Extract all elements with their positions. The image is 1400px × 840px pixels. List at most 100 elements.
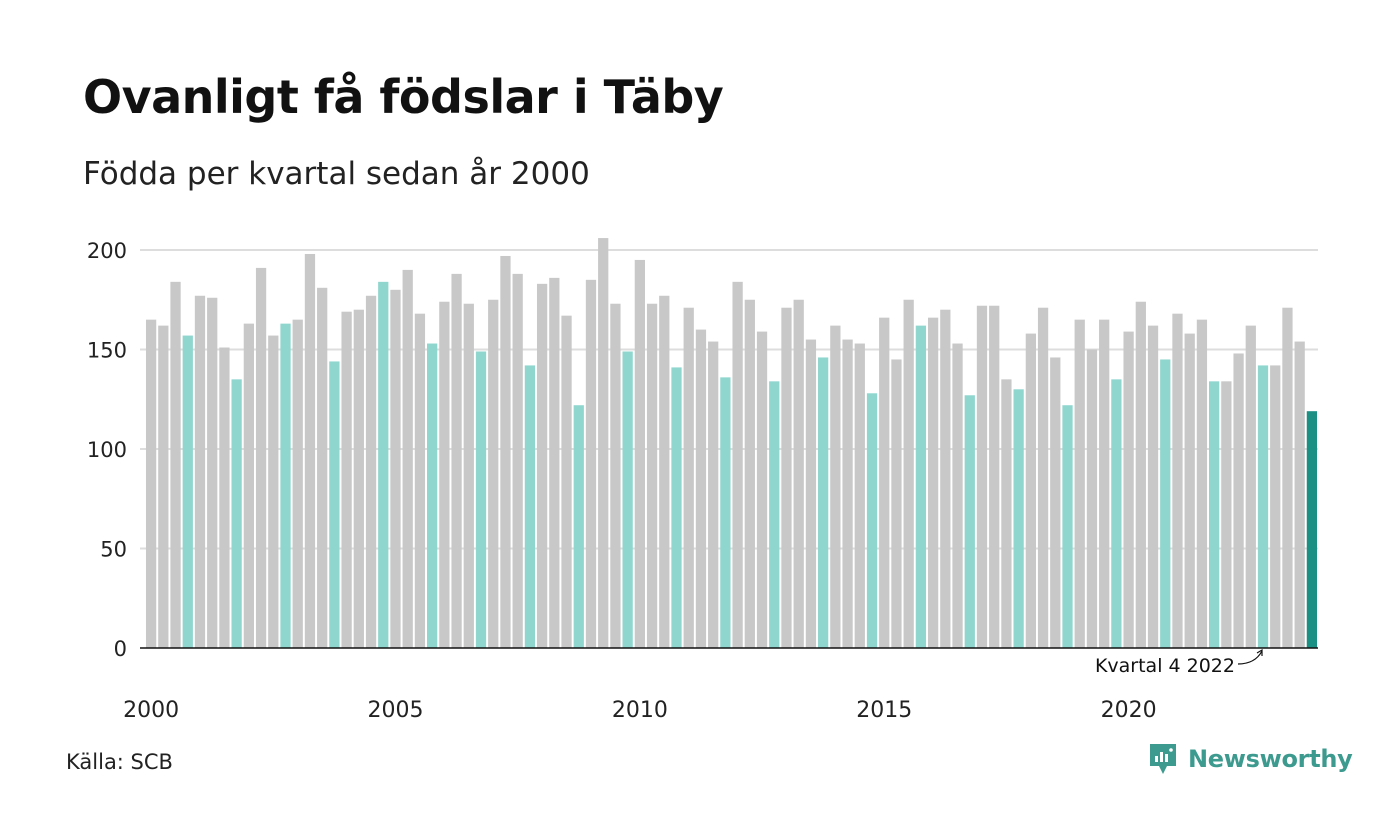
bar[interactable]	[414, 313, 426, 648]
bar[interactable]	[683, 307, 694, 648]
bar[interactable]	[903, 299, 914, 648]
bar[interactable]	[243, 323, 254, 648]
bar[interactable]	[805, 339, 817, 648]
bar[interactable]	[536, 283, 548, 648]
bar[interactable]	[756, 331, 768, 648]
bar[interactable]	[781, 307, 792, 648]
bar[interactable]	[1086, 349, 1098, 649]
bar[interactable]	[708, 341, 719, 648]
bar[interactable]	[219, 347, 230, 648]
bar[interactable]	[744, 299, 755, 648]
bar[interactable]	[145, 319, 157, 648]
bar[interactable]	[524, 365, 536, 648]
bar[interactable]	[1172, 313, 1183, 648]
bar[interactable]	[402, 269, 413, 648]
bar[interactable]	[353, 309, 364, 648]
bar[interactable]	[573, 405, 584, 648]
bar[interactable]	[634, 259, 645, 648]
bar[interactable]	[952, 343, 963, 648]
bar[interactable]	[1270, 365, 1281, 648]
bar[interactable]	[170, 281, 181, 648]
bar[interactable]	[1123, 331, 1134, 648]
bar[interactable]	[830, 325, 841, 648]
bar[interactable]	[866, 393, 878, 648]
bar[interactable]	[989, 305, 1000, 648]
bar[interactable]	[439, 301, 450, 648]
bar[interactable]	[659, 295, 670, 648]
bar[interactable]	[1257, 365, 1269, 648]
bar[interactable]	[769, 381, 780, 648]
bar[interactable]	[292, 319, 303, 648]
bar[interactable]	[1025, 333, 1036, 648]
bar[interactable]	[475, 351, 487, 648]
bar[interactable]	[1282, 307, 1293, 648]
bar[interactable]	[1135, 301, 1146, 648]
bar[interactable]	[1013, 389, 1024, 648]
bar[interactable]	[268, 335, 279, 648]
bar[interactable]	[182, 335, 193, 648]
bar[interactable]	[561, 315, 572, 648]
bar[interactable]	[1184, 333, 1195, 648]
bar[interactable]	[304, 253, 316, 649]
bar[interactable]	[671, 367, 682, 648]
bar[interactable]	[280, 323, 291, 648]
bar[interactable]	[1294, 341, 1305, 648]
bar[interactable]	[976, 305, 988, 648]
bar[interactable]	[1160, 359, 1171, 648]
bar[interactable]	[549, 277, 560, 648]
bar[interactable]	[646, 303, 658, 648]
bar[interactable]	[1209, 381, 1220, 648]
bar[interactable]	[622, 351, 633, 648]
bar[interactable]	[488, 299, 499, 648]
bar[interactable]	[732, 281, 743, 648]
bar[interactable]	[1062, 405, 1073, 648]
bar[interactable]	[879, 317, 890, 648]
bar[interactable]	[720, 377, 731, 648]
bar[interactable]	[891, 359, 902, 648]
bar[interactable]	[695, 329, 707, 648]
bar[interactable]	[1233, 353, 1244, 648]
bar[interactable]	[1050, 357, 1061, 648]
bar[interactable]	[378, 281, 389, 648]
bar[interactable]	[1099, 319, 1110, 648]
bar[interactable]	[818, 357, 829, 648]
bar[interactable]	[1037, 307, 1049, 648]
bar[interactable]	[427, 343, 438, 648]
bar[interactable]	[317, 287, 328, 648]
bar[interactable]	[463, 303, 474, 648]
bar[interactable]	[1074, 319, 1085, 648]
bar[interactable]	[1111, 379, 1122, 648]
bar[interactable]	[1001, 379, 1012, 648]
bar[interactable]	[341, 311, 352, 648]
bar[interactable]	[842, 339, 853, 648]
bar[interactable]	[915, 325, 927, 648]
bar[interactable]	[793, 299, 804, 648]
bar[interactable]	[500, 255, 511, 648]
bar[interactable]	[1196, 319, 1208, 648]
bar[interactable]	[927, 317, 939, 648]
bar[interactable]	[940, 309, 951, 648]
bar[interactable]	[231, 379, 242, 648]
bar[interactable]	[365, 295, 377, 648]
newsworthy-logo-icon	[1150, 744, 1176, 774]
bar[interactable]	[194, 295, 206, 648]
bar[interactable]	[1245, 325, 1256, 648]
bar[interactable]	[1221, 381, 1232, 648]
bar[interactable]	[451, 273, 462, 648]
y-tick-label: 0	[114, 637, 127, 661]
bar[interactable]	[585, 279, 597, 648]
bar[interactable]	[1147, 325, 1159, 648]
bar[interactable]	[854, 343, 865, 648]
bar[interactable]	[964, 395, 975, 648]
bar[interactable]	[329, 361, 340, 648]
bar[interactable]	[598, 238, 609, 648]
bar[interactable]	[158, 325, 169, 648]
bar[interactable]	[610, 303, 621, 648]
bar[interactable]	[1306, 411, 1318, 648]
bar[interactable]	[255, 267, 267, 648]
axes: 0 50 100 150 200 2000 2005 2010 2015 2020	[87, 239, 1318, 723]
bar[interactable]	[390, 289, 401, 648]
brand[interactable]: Newsworthy	[1148, 742, 1353, 776]
bar[interactable]	[512, 273, 523, 648]
bar[interactable]	[207, 297, 218, 648]
